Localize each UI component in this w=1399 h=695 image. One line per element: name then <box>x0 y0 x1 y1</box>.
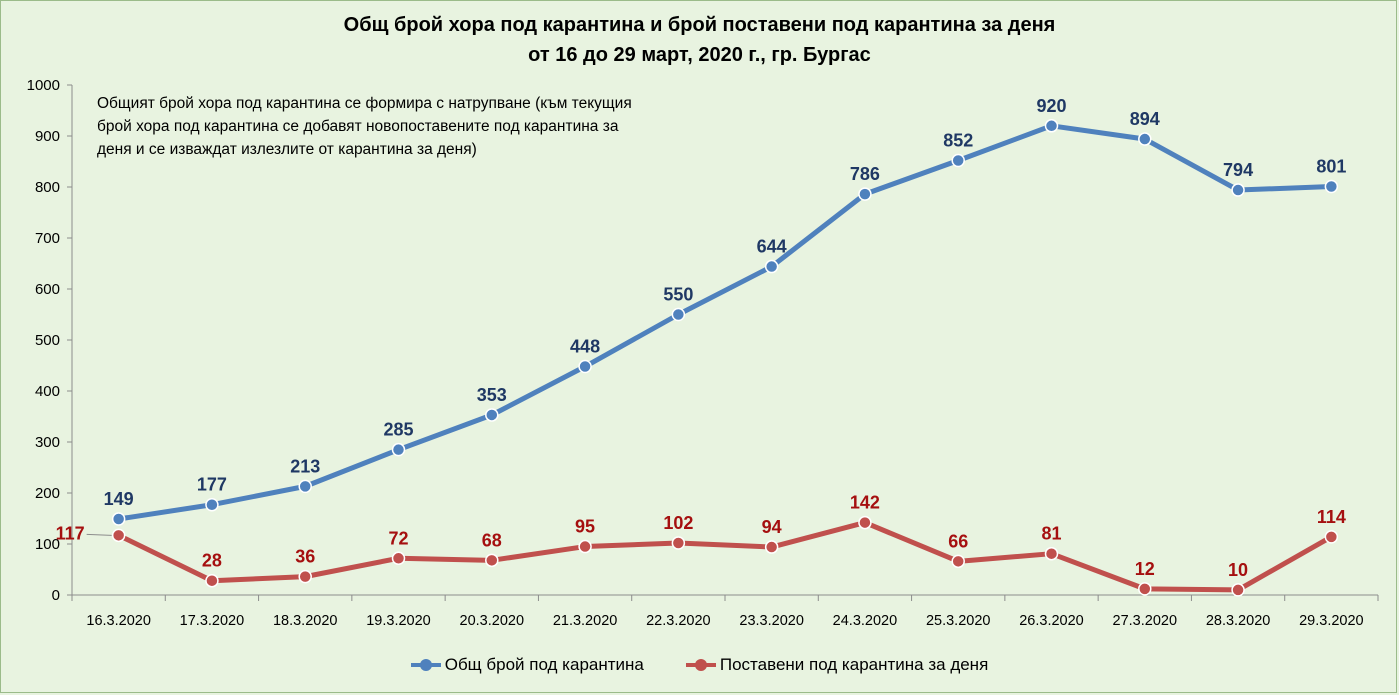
data-label: 10 <box>1228 560 1248 580</box>
data-label-leader <box>86 533 112 536</box>
legend-swatch-daily <box>685 658 716 672</box>
data-label: 36 <box>295 547 315 567</box>
x-tick-label: 29.3.2020 <box>1299 613 1364 629</box>
data-point <box>578 359 592 374</box>
x-tick-label: 27.3.2020 <box>1113 613 1178 629</box>
y-tick-label: 900 <box>35 128 60 145</box>
data-point <box>205 573 219 588</box>
y-tick-label: 700 <box>35 230 60 247</box>
data-point <box>111 528 126 543</box>
y-tick-label: 400 <box>35 383 60 400</box>
data-label: 114 <box>1317 507 1346 527</box>
data-point <box>858 187 872 201</box>
legend-label-total: Общ брой под карантина <box>444 655 644 674</box>
data-point <box>1324 530 1339 544</box>
x-tick-label: 25.3.2020 <box>926 613 991 629</box>
x-tick-label: 28.3.2020 <box>1206 613 1271 629</box>
data-point <box>1044 546 1059 561</box>
data-label: 95 <box>575 517 595 537</box>
data-label: 801 <box>1316 156 1346 176</box>
data-point <box>1231 583 1245 597</box>
series-line-0 <box>116 123 1334 522</box>
data-label: 28 <box>202 551 222 571</box>
y-tick-label: 300 <box>35 434 60 451</box>
x-tick-label: 17.3.2020 <box>180 613 245 629</box>
data-label: 177 <box>197 475 227 495</box>
data-label: 66 <box>948 531 968 551</box>
data-label: 102 <box>663 513 693 533</box>
data-point <box>1231 183 1245 197</box>
data-label: 94 <box>762 517 782 537</box>
data-point <box>391 442 406 457</box>
data-label: 448 <box>570 337 600 357</box>
series-line-1 <box>116 520 1334 593</box>
data-label: 894 <box>1130 109 1160 129</box>
data-label: 12 <box>1135 559 1155 579</box>
x-tick-label: 21.3.2020 <box>553 613 618 629</box>
y-tick-label: 200 <box>35 485 60 502</box>
data-point <box>1138 582 1152 596</box>
chart-title: Общ брой хора под карантина и брой поста… <box>343 14 1056 36</box>
legend: Общ брой под карантина Поставени под кар… <box>0 655 1399 675</box>
data-point <box>951 554 965 569</box>
x-tick-label: 24.3.2020 <box>833 613 898 629</box>
data-point <box>485 553 499 568</box>
x-tick-label: 19.3.2020 <box>366 613 431 629</box>
data-label: 644 <box>757 237 787 257</box>
y-tick-label: 100 <box>35 536 60 553</box>
y-tick-label: 1000 <box>27 77 60 94</box>
data-label: 920 <box>1036 96 1066 116</box>
y-tick-label: 0 <box>52 587 60 604</box>
data-point <box>1138 132 1152 146</box>
data-point <box>951 153 965 168</box>
data-label: 81 <box>1041 524 1061 544</box>
data-point <box>298 569 312 584</box>
chart-subtitle: от 16 до 29 март, 2020 г., гр. Бургас <box>528 44 871 66</box>
x-tick-label: 20.3.2020 <box>460 613 525 629</box>
data-label: 852 <box>943 130 973 150</box>
legend-item-total: Общ брой под карантина <box>410 655 644 675</box>
x-tick-label: 23.3.2020 <box>739 613 804 629</box>
y-tick-label: 800 <box>35 179 60 196</box>
data-point <box>391 551 406 566</box>
data-label: 786 <box>850 164 880 184</box>
data-label: 550 <box>663 285 693 305</box>
data-point <box>578 539 592 554</box>
x-tick-label: 18.3.2020 <box>273 613 338 629</box>
x-tick-label: 16.3.2020 <box>86 613 151 629</box>
y-tick-label: 600 <box>35 281 60 298</box>
data-label: 794 <box>1223 160 1253 180</box>
data-point <box>111 512 126 526</box>
data-point <box>671 536 686 550</box>
data-label: 213 <box>290 456 320 476</box>
x-tick-label: 26.3.2020 <box>1019 613 1084 629</box>
data-label: 117 <box>56 523 85 543</box>
data-point <box>671 307 686 322</box>
y-tick-label: 500 <box>35 332 60 349</box>
data-label: 149 <box>104 489 134 509</box>
data-point <box>485 408 499 422</box>
data-point <box>1324 179 1339 194</box>
legend-label-daily: Поставени под карантина за деня <box>719 655 989 674</box>
legend-swatch-total <box>410 658 441 672</box>
data-label: 285 <box>383 420 413 440</box>
data-point <box>205 497 219 512</box>
data-point <box>1044 119 1059 133</box>
data-point <box>858 515 872 530</box>
data-point <box>764 540 779 554</box>
data-label: 142 <box>850 493 880 513</box>
data-point <box>764 259 779 274</box>
data-label: 72 <box>388 528 408 548</box>
legend-item-daily: Поставени под карантина за деня <box>685 655 989 675</box>
chart-annotation: Общият брой хора под карантина се формир… <box>97 95 632 158</box>
data-label: 68 <box>482 530 502 550</box>
x-tick-label: 22.3.2020 <box>646 613 711 629</box>
data-point <box>298 479 312 494</box>
data-label: 353 <box>477 385 507 405</box>
